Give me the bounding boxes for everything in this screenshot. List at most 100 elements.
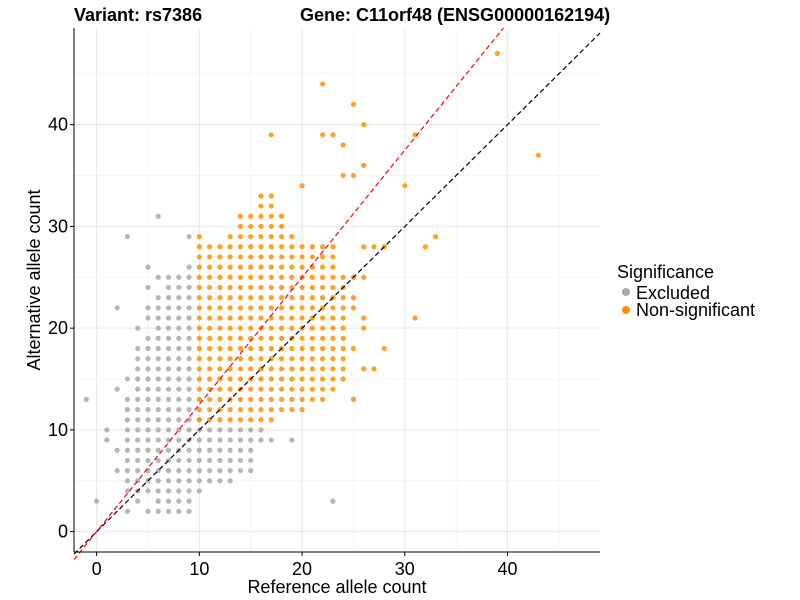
y-tick-label: 40 [48,115,68,135]
point-excluded [176,335,182,341]
point-non-significant [237,254,244,260]
point-excluded [186,386,192,392]
point-non-significant [207,335,213,341]
point-non-significant [278,335,285,341]
point-excluded [176,295,182,301]
point-non-significant [268,417,274,423]
point-non-significant [309,376,315,382]
point-non-significant [278,223,285,230]
point-excluded [155,406,161,413]
point-excluded [145,417,151,423]
point-non-significant [330,345,336,352]
point-non-significant [248,386,254,392]
point-excluded [186,325,192,331]
point-non-significant [196,386,202,392]
point-excluded [165,315,172,321]
point-non-significant [207,406,213,413]
point-non-significant [248,284,254,291]
point-non-significant [237,274,244,280]
point-non-significant [237,233,244,240]
point-excluded [165,447,172,453]
point-non-significant [340,305,346,311]
point-non-significant [258,386,264,392]
point-non-significant [207,315,213,321]
point-non-significant [268,254,274,260]
point-excluded [237,447,244,453]
point-excluded [176,488,182,494]
point-excluded [135,427,141,433]
point-excluded [135,345,141,352]
point-excluded [176,305,182,311]
point-non-significant [309,386,315,392]
point-excluded [176,406,182,413]
point-excluded [186,264,192,270]
point-non-significant [330,284,336,291]
point-non-significant [340,142,346,148]
point-non-significant [268,132,274,138]
point-non-significant [258,315,264,321]
point-non-significant [217,345,223,352]
point-excluded [186,488,192,494]
point-non-significant [196,254,202,260]
point-non-significant [299,295,305,301]
point-non-significant [320,295,326,301]
point-non-significant [299,315,305,321]
point-excluded [207,478,213,484]
point-excluded [176,508,182,514]
point-excluded [145,406,151,413]
point-excluded [155,396,161,402]
point-non-significant [412,315,418,321]
point-non-significant [299,284,305,291]
point-excluded [124,468,131,474]
point-non-significant [237,345,244,352]
point-excluded [145,335,151,341]
x-tick-label: 40 [498,559,518,579]
point-non-significant [289,396,295,402]
point-excluded [217,478,223,484]
point-excluded [165,274,172,280]
point-excluded [186,498,192,504]
point-excluded [155,213,161,219]
point-excluded [176,417,182,423]
point-excluded [165,284,172,291]
point-non-significant [309,335,315,341]
point-non-significant [278,315,285,321]
legend-marker-non-significant [622,306,630,314]
point-excluded [176,345,182,352]
point-non-significant [237,295,244,301]
point-non-significant [278,244,285,250]
point-non-significant [320,325,326,331]
point-excluded [145,264,151,270]
point-non-significant [278,284,285,291]
point-non-significant [268,244,274,250]
point-excluded [207,457,213,464]
point-non-significant [217,305,223,311]
point-excluded [176,284,182,291]
point-excluded [207,447,213,453]
point-excluded [124,233,131,240]
point-non-significant [320,356,326,362]
point-non-significant [299,396,305,402]
point-excluded [196,457,202,464]
point-non-significant [299,406,305,413]
point-excluded [145,315,151,321]
point-excluded [268,437,274,443]
point-non-significant [227,284,233,291]
point-excluded [176,325,182,331]
point-non-significant [330,132,336,138]
point-non-significant [207,274,213,280]
point-excluded [196,488,202,494]
point-non-significant [227,264,233,270]
point-non-significant [320,264,326,270]
point-non-significant [258,244,264,250]
point-non-significant [330,254,336,260]
point-excluded [227,427,233,433]
point-non-significant [217,366,223,372]
point-non-significant [268,295,274,301]
point-excluded [186,295,192,301]
point-excluded [124,447,131,453]
point-excluded [165,406,172,413]
point-non-significant [227,315,233,321]
point-non-significant [330,325,336,331]
point-non-significant [248,254,254,260]
